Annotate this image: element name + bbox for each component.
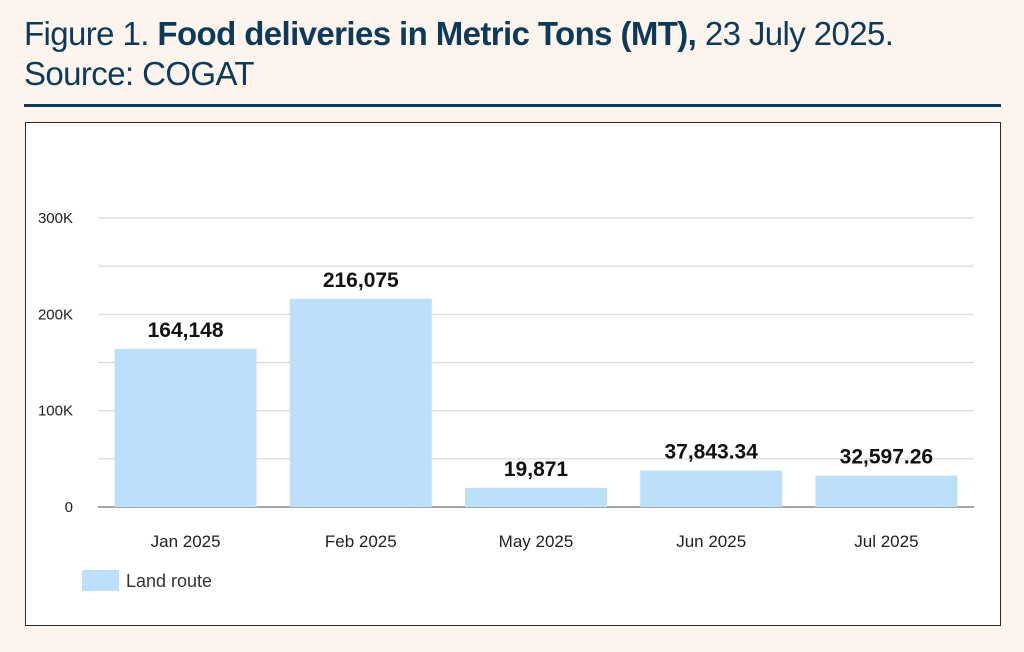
bar [640,470,783,507]
y-tick-label: 200K [38,306,73,323]
chart-panel: 0 100K 200K 300K 164,148 Jan 2025 216,075 Feb 2… [25,122,1001,626]
y-tick-label: 100K [38,403,73,420]
x-tick-label: May 2025 [499,532,574,551]
figure-source: Source: COGAT [24,55,255,92]
header-divider [24,104,1001,107]
bar-data-label: 164,148 [148,319,224,342]
bar-data-label: 19,871 [504,458,569,481]
bar-data-label: 216,075 [323,269,399,292]
bar-data-label: 32,597.26 [840,446,933,469]
bar [114,348,257,507]
bar [289,298,432,507]
legend-label: Land route [126,571,212,591]
figure-date: 23 July 2025. [704,15,894,52]
bar-chart: 0 100K 200K 300K 164,148 Jan 2025 216,075 Feb 2… [38,210,974,591]
bar [465,487,607,507]
chart-header: Figure 1. Food deliveries in Metric Tons… [24,14,1004,94]
x-tick-label: Feb 2025 [325,532,397,551]
x-tick-label: Jun 2025 [676,532,746,551]
legend-swatch [82,570,119,591]
figure-number: Figure 1. [24,15,149,52]
bar-data-label: 37,843.34 [664,441,758,464]
x-tick-label: Jul 2025 [854,532,918,551]
figure-title: Food deliveries in Metric Tons (MT), [157,15,697,52]
x-tick-label: Jan 2025 [151,532,221,551]
y-tick-label: 300K [38,210,73,227]
bar [815,475,958,507]
y-tick-label: 0 [65,499,73,516]
header-title-line: Figure 1. Food deliveries in Metric Tons… [24,14,1004,54]
